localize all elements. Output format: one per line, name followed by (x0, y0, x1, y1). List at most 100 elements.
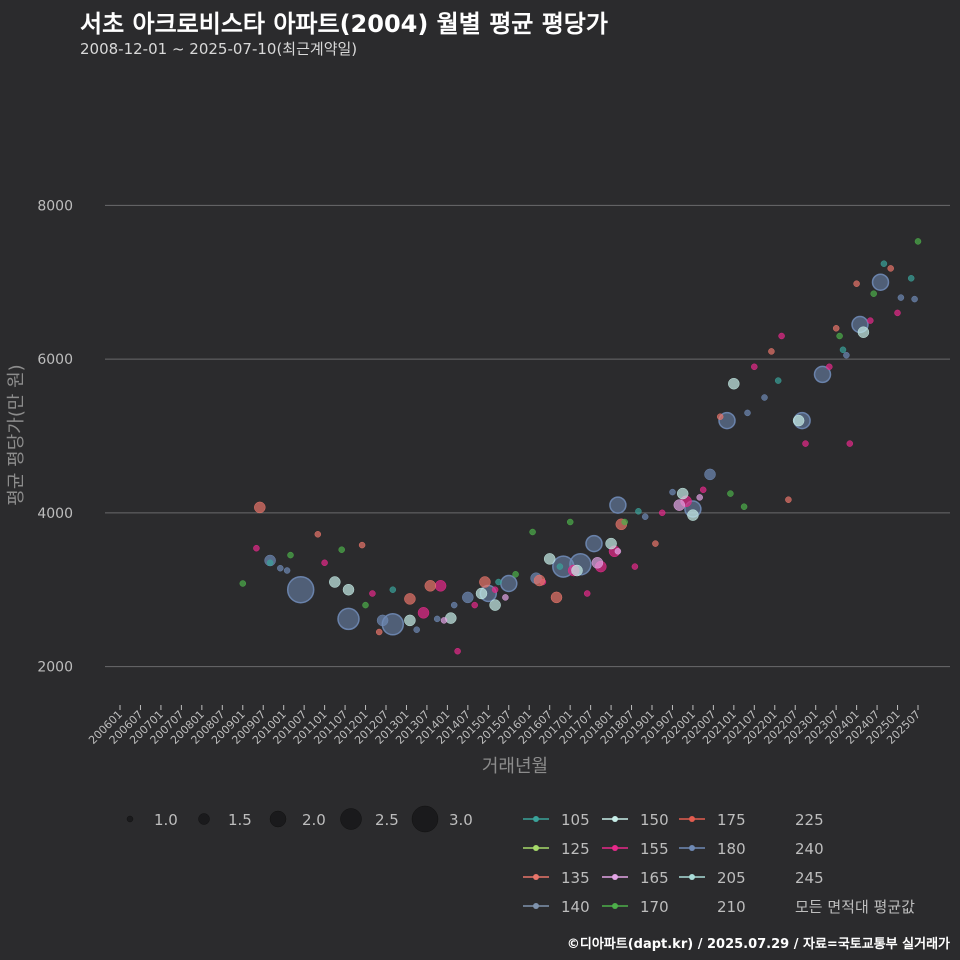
size-legend-label: 3.0 (449, 811, 473, 829)
data-point-180 (761, 394, 768, 401)
area-legend-key-dot (533, 874, 539, 880)
area-legend-key-dot (689, 816, 695, 822)
data-point-180 (337, 607, 360, 631)
data-point-180 (609, 496, 627, 514)
size-legend-label: 2.0 (302, 811, 326, 829)
y-tick-label: 6000 (37, 352, 73, 368)
size-legend-key (340, 808, 362, 830)
area-legend-key-dot (533, 845, 539, 851)
data-point-135 (375, 628, 383, 636)
size-legend: 1.0 1.5 2.0 2.5 3.0 (126, 805, 473, 833)
data-point-170 (566, 518, 574, 526)
data-point-135 (832, 325, 840, 332)
data-point-135 (424, 580, 437, 592)
area-legend-label: 175 (717, 811, 746, 829)
data-point-155 (894, 309, 901, 317)
data-point-150 (404, 614, 416, 627)
area-legend-key-dot (533, 816, 539, 822)
data-point-180 (381, 613, 405, 636)
data-point-170 (836, 332, 843, 340)
data-point-105 (907, 275, 915, 282)
y-tick-label: 4000 (37, 506, 73, 522)
data-point-155 (802, 440, 809, 447)
data-point-105 (839, 346, 847, 354)
data-point-170 (727, 490, 734, 497)
data-point-155 (369, 590, 376, 597)
data-point-170 (529, 528, 536, 536)
data-point-165 (696, 494, 703, 501)
data-point-150 (857, 326, 870, 338)
data-point-165 (673, 499, 686, 511)
area-legend-key-dot (612, 816, 618, 822)
data-point-150 (475, 587, 488, 600)
size-legend-key (269, 810, 287, 828)
size-legend-key (198, 813, 210, 825)
data-point-155 (658, 509, 666, 517)
data-point-170 (621, 518, 628, 526)
data-point-150 (728, 377, 740, 390)
data-point-180 (283, 567, 291, 574)
data-point-135 (652, 540, 659, 547)
area-legend-label: 165 (640, 869, 669, 887)
y-tick-labels: 2000 4000 6000 8000 (37, 198, 73, 675)
data-point-155 (583, 590, 591, 597)
data-point-170 (870, 290, 877, 297)
x-tick-labels: 2006012006072007012007072008012008072009… (86, 705, 923, 747)
area-legend-key-dot (612, 845, 618, 851)
data-point-135 (785, 496, 792, 503)
data-point-105 (495, 578, 502, 586)
chart-title: 서초 아크로비스타 아파트(2004) 월별 평균 평당가 (80, 10, 608, 38)
data-point-180 (843, 351, 850, 359)
data-point-180 (813, 365, 832, 384)
data-point-135 (533, 574, 546, 587)
data-point-170 (239, 580, 247, 587)
data-point-155 (826, 363, 833, 371)
data-point-150 (605, 537, 617, 550)
data-point-135 (550, 591, 563, 604)
data-point-180 (897, 294, 905, 301)
source-credit: ©디아파트(dapt.kr) / 2025.07.29 / 자료=국토교통부 실… (566, 937, 950, 952)
data-point-170 (740, 503, 748, 510)
area-legend-label: 225 (795, 811, 824, 829)
data-point-150 (445, 612, 457, 624)
data-point-180 (286, 575, 315, 604)
data-point-170 (512, 571, 519, 578)
data-point-135 (716, 413, 724, 420)
size-legend-label: 1.5 (228, 811, 252, 829)
data-point-150 (489, 599, 501, 611)
data-point-170 (362, 601, 369, 609)
data-point-180 (500, 574, 518, 593)
data-point-135 (479, 576, 491, 588)
data-point-180 (277, 564, 284, 572)
data-point-170 (338, 546, 345, 553)
data-point-180 (744, 409, 751, 417)
data-point-155 (631, 563, 639, 570)
area-legend: 105 125 135 140 150 155 165 170 175 180 205 210 225 2… (523, 811, 915, 916)
data-point-165 (591, 557, 604, 569)
data-point-150 (543, 553, 556, 565)
data-point-105 (556, 563, 564, 570)
data-point-155 (434, 580, 447, 592)
area-legend-label: 140 (561, 898, 590, 916)
data-point-165 (502, 594, 509, 601)
data-point-135 (853, 280, 860, 287)
data-point-180 (911, 295, 918, 303)
y-axis-label: 평균 평당가(만 원) (6, 364, 27, 505)
area-legend-key-dot (612, 903, 618, 909)
data-point-150 (342, 583, 355, 596)
data-point-135 (887, 265, 894, 272)
size-legend-key (411, 805, 439, 833)
grid-lines (105, 204, 950, 668)
area-legend-key-dot (689, 845, 695, 851)
area-legend-label: 170 (640, 898, 669, 916)
data-point-150 (329, 576, 341, 588)
data-point-105 (880, 260, 888, 267)
area-legend-label: 105 (561, 811, 590, 829)
data-point-180 (585, 534, 603, 553)
data-point-135 (254, 501, 266, 514)
area-legend-label: 155 (640, 840, 669, 858)
data-point-135 (404, 593, 416, 605)
area-legend-key-dot (533, 903, 539, 909)
data-point-180 (413, 626, 420, 633)
data-point-180 (462, 591, 474, 604)
